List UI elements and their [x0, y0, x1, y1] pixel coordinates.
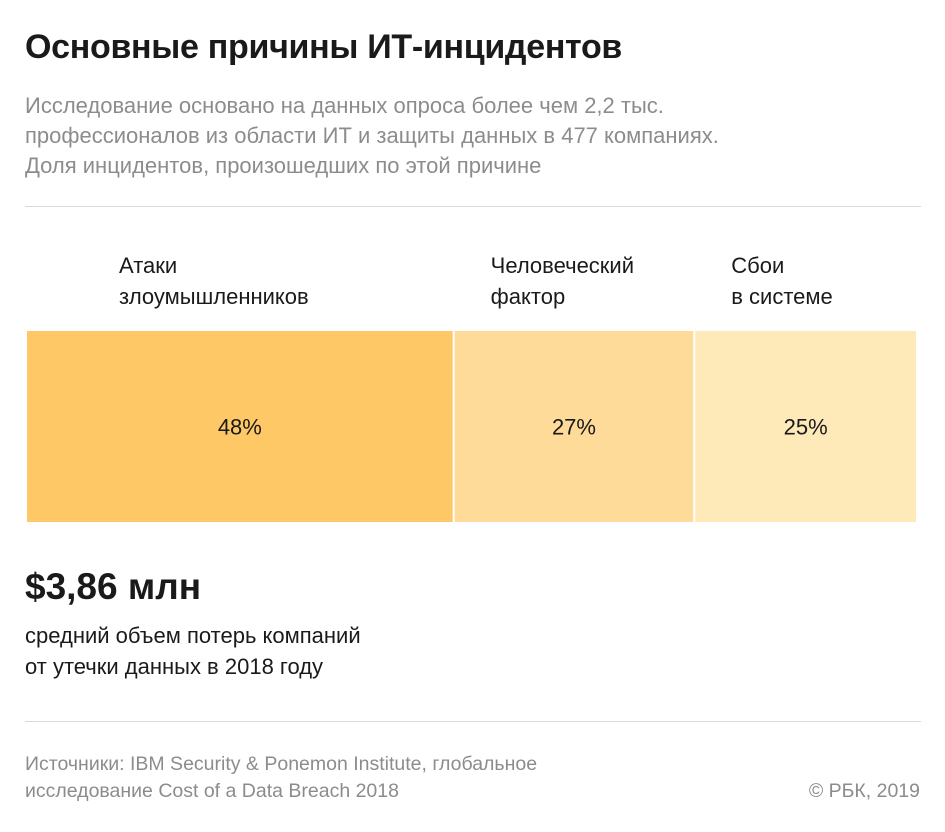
bottom-divider: [25, 721, 921, 722]
source-line: Источники: IBM Security & Ponemon Instit…: [25, 753, 538, 775]
top-divider: [25, 206, 921, 207]
source-note: Источники: IBM Security & Ponemon Instit…: [25, 751, 537, 805]
bar-value-label: 25%: [784, 415, 828, 440]
chart-title: Основные причины ИТ-инцидентов: [25, 28, 623, 66]
bar-value-label: 48%: [218, 415, 262, 440]
bar-segment: [695, 331, 916, 522]
highlight-value: $3,86 млн: [25, 566, 202, 607]
copyright: © РБК, 2019: [808, 780, 920, 802]
stacked-bar-chart: 48% Атаки злоумышленников 27% Человеческий фа…: [27, 253, 916, 522]
highlight-description-line: от утечки данных в 2018 году: [25, 654, 324, 679]
category-label: злоумышленников: [119, 284, 309, 309]
subtitle-line: Исследование основано на данных опроса б…: [25, 93, 664, 118]
category-label: в системе: [731, 284, 833, 309]
highlight-description: средний объем потерь компаний от утечки …: [25, 620, 361, 682]
source-line: исследование Cost of a Data Breach 2018: [25, 780, 399, 802]
highlight-description-line: средний объем потерь компаний: [25, 623, 361, 648]
category-label: Человеческий: [491, 253, 634, 278]
category-label: фактор: [491, 284, 566, 309]
bar-segment: [27, 331, 453, 522]
category-label: Сбои: [731, 253, 784, 278]
category-label: Атаки: [119, 253, 177, 278]
subtitle-line: Доля инцидентов, произошедших по этой пр…: [25, 153, 542, 178]
subtitle-line: профессионалов из области ИТ и защиты да…: [25, 123, 719, 148]
chart-subtitle: Исследование основано на данных опроса б…: [25, 91, 925, 181]
bar-segment: [454, 331, 694, 522]
bar-value-label: 27%: [552, 415, 596, 440]
